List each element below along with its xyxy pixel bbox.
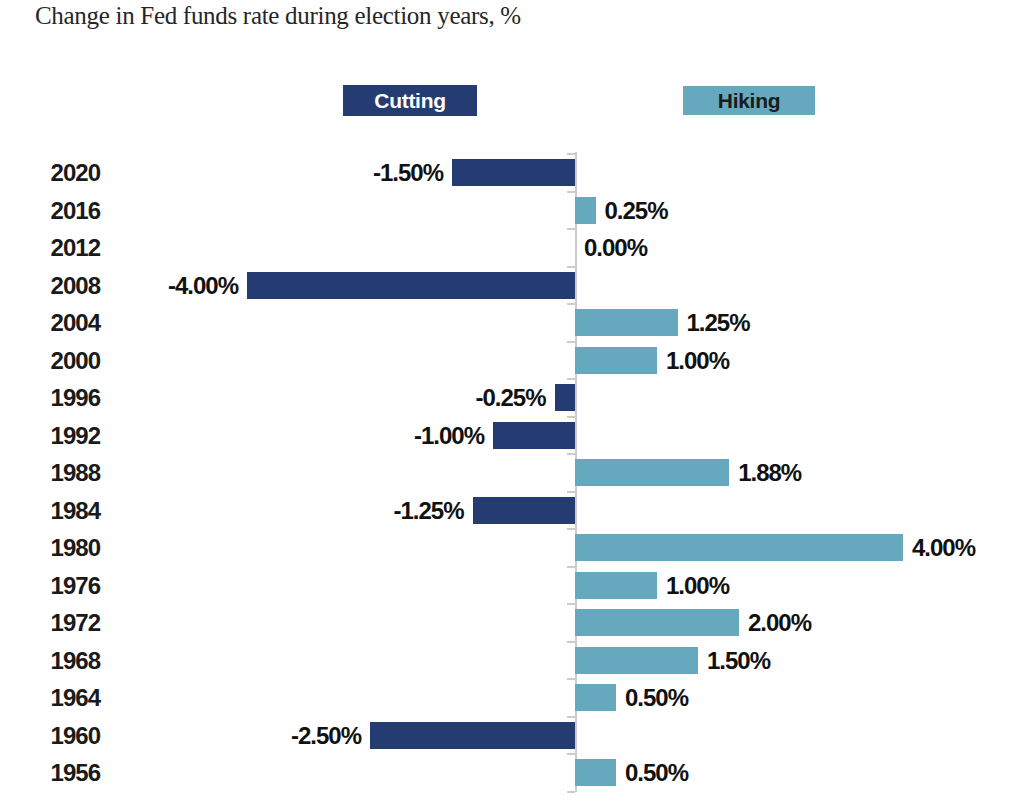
axis-tick	[567, 566, 575, 568]
bar-hiking	[575, 572, 657, 599]
year-label: 1960	[0, 717, 100, 755]
bar-hiking	[575, 684, 616, 711]
axis-tick	[567, 528, 575, 530]
value-label: 1.25%	[687, 304, 750, 342]
chart-row-1992: 1992 -1.00%	[0, 417, 1024, 455]
chart-row-2008: 2008 -4.00%	[0, 267, 1024, 305]
bar-hiking	[575, 759, 616, 786]
chart-canvas: Change in Fed funds rate during election…	[0, 0, 1024, 809]
axis-tick	[567, 716, 575, 718]
value-label: -2.50%	[291, 717, 361, 755]
chart-row-2012: 2012 0.00%	[0, 229, 1024, 267]
year-label: 1992	[0, 417, 100, 455]
chart-row-1984: 1984 -1.25%	[0, 492, 1024, 530]
year-label: 2004	[0, 304, 100, 342]
axis-tick	[567, 753, 575, 755]
axis-tick	[567, 378, 575, 380]
bar-hiking	[575, 347, 657, 374]
axis-tick	[567, 153, 575, 155]
value-label: 0.00%	[584, 229, 647, 267]
axis-tick	[567, 303, 575, 305]
axis-tick	[567, 191, 575, 193]
bar-hiking	[575, 609, 739, 636]
legend-hiking: Hiking	[683, 86, 815, 115]
chart-row-1976: 1976 1.00%	[0, 567, 1024, 605]
year-label: 1980	[0, 529, 100, 567]
axis-tick	[567, 678, 575, 680]
value-label: 0.25%	[605, 192, 668, 230]
value-label: 0.50%	[625, 679, 688, 717]
value-label: -0.25%	[475, 379, 545, 417]
year-label: 2000	[0, 342, 100, 380]
bar-cutting	[370, 722, 575, 749]
axis-tick	[567, 641, 575, 643]
axis-tick	[567, 603, 575, 605]
chart-row-1996: 1996 -0.25%	[0, 379, 1024, 417]
chart-row-1980: 1980 4.00%	[0, 529, 1024, 567]
value-label: 4.00%	[912, 529, 975, 567]
bar-cutting	[473, 497, 576, 524]
chart-title: Change in Fed funds rate during election…	[35, 2, 521, 30]
value-label: 0.50%	[625, 754, 688, 792]
year-label: 1976	[0, 567, 100, 605]
plot-area: 2020-1.50%20160.25%20120.00%2008-4.00%20…	[0, 154, 1024, 792]
value-label: 1.88%	[738, 454, 801, 492]
year-label: 2008	[0, 267, 100, 305]
axis-tick	[567, 341, 575, 343]
year-label: 1988	[0, 454, 100, 492]
year-label: 1972	[0, 604, 100, 642]
chart-row-2016: 2016 0.25%	[0, 192, 1024, 230]
chart-row-1964: 1964 0.50%	[0, 679, 1024, 717]
chart-row-2004: 2004 1.25%	[0, 304, 1024, 342]
bar-hiking	[575, 197, 596, 224]
year-label: 1984	[0, 492, 100, 530]
year-label: 1956	[0, 754, 100, 792]
bar-hiking	[575, 647, 698, 674]
value-label: 1.00%	[666, 567, 729, 605]
bar-cutting	[493, 422, 575, 449]
year-label: 2020	[0, 154, 100, 192]
value-label: -1.50%	[373, 154, 443, 192]
chart-row-1968: 1968 1.50%	[0, 642, 1024, 680]
value-label: -1.25%	[393, 492, 463, 530]
chart-row-2020: 2020 -1.50%	[0, 154, 1024, 192]
axis-tick	[567, 228, 575, 230]
legend-cutting: Cutting	[343, 85, 477, 116]
bar-hiking	[575, 459, 729, 486]
axis-tick	[567, 266, 575, 268]
value-label: 2.00%	[748, 604, 811, 642]
value-label: 1.50%	[707, 642, 770, 680]
chart-row-2000: 2000 1.00%	[0, 342, 1024, 380]
year-label: 2016	[0, 192, 100, 230]
chart-row-1956: 1956 0.50%	[0, 754, 1024, 792]
bar-cutting	[247, 272, 575, 299]
value-label: -1.00%	[414, 417, 484, 455]
chart-row-1960: 1960 -2.50%	[0, 717, 1024, 755]
year-label: 1996	[0, 379, 100, 417]
chart-row-1972: 1972 2.00%	[0, 604, 1024, 642]
value-label: 1.00%	[666, 342, 729, 380]
axis-tick	[567, 791, 575, 793]
chart-row-1988: 1988 1.88%	[0, 454, 1024, 492]
bar-cutting	[555, 384, 576, 411]
year-label: 1964	[0, 679, 100, 717]
bar-hiking	[575, 534, 903, 561]
value-label: -4.00%	[168, 267, 238, 305]
year-label: 2012	[0, 229, 100, 267]
axis-tick	[567, 453, 575, 455]
axis-tick	[567, 416, 575, 418]
bar-cutting	[452, 159, 575, 186]
year-label: 1968	[0, 642, 100, 680]
bar-hiking	[575, 309, 678, 336]
axis-tick	[567, 491, 575, 493]
